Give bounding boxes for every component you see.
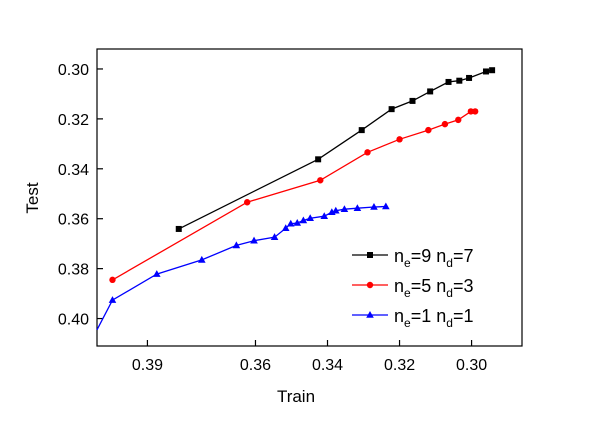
data-point <box>482 68 489 75</box>
series-markers <box>108 67 496 303</box>
data-point <box>286 219 295 227</box>
data-point <box>489 67 496 74</box>
data-point <box>152 270 161 277</box>
x-tick-label: 0.36 <box>240 357 271 374</box>
y-axis-title: Test <box>23 182 42 213</box>
legend-text-part: =7 <box>453 246 474 266</box>
data-point <box>108 296 117 303</box>
legend: ne=9 nd=7ne=5 nd=3ne=1 nd=1 <box>352 246 473 330</box>
data-point <box>427 88 434 95</box>
series-line-2 <box>112 110 476 281</box>
x-tick-label: 0.32 <box>384 357 415 374</box>
axis-ticks: 0.39 0.36 0.34 0.32 0.30 0.30 0.32 0.34 0.36 0.38… <box>58 62 487 374</box>
data-point <box>331 206 340 214</box>
data-point <box>109 276 116 284</box>
data-point <box>358 127 365 134</box>
data-point <box>445 78 452 85</box>
plot-frame <box>96 48 523 347</box>
y-tick-label: 0.32 <box>58 112 89 129</box>
legend-subscript: e <box>404 256 411 270</box>
legend-marker <box>367 252 373 258</box>
legend-subscript: d <box>446 256 453 270</box>
data-point <box>466 74 473 81</box>
data-point <box>175 225 182 232</box>
data-point <box>471 108 479 115</box>
data-point <box>382 202 390 210</box>
x-axis-title: Train <box>277 387 315 406</box>
x-tick-label: 0.39 <box>132 357 163 374</box>
legend-text-part: n <box>394 276 404 296</box>
legend-subscript: d <box>446 316 453 330</box>
data-point <box>441 120 449 128</box>
legend-text-part: =1 n <box>411 306 447 326</box>
data-point <box>317 177 324 184</box>
data-point <box>299 216 308 224</box>
data-point <box>232 241 241 249</box>
data-point <box>425 126 432 134</box>
legend-text-part: =3 <box>453 276 474 296</box>
series-line-1 <box>178 69 493 230</box>
legend-subscript: e <box>404 316 411 330</box>
data-point <box>198 255 206 263</box>
legend-subscript: e <box>404 286 411 300</box>
data-point <box>315 156 322 163</box>
legend-text-part: n <box>394 246 404 266</box>
series-line-3 <box>96 205 386 331</box>
legend-label: ne=5 nd=3 <box>394 276 473 300</box>
legend-text-part: n <box>394 306 404 326</box>
data-point <box>364 149 371 156</box>
data-point <box>353 204 362 212</box>
y-tick-label: 0.36 <box>58 212 89 229</box>
legend-text-part: =1 <box>453 306 474 326</box>
data-point <box>293 218 302 226</box>
data-point <box>281 224 290 231</box>
data-point <box>250 236 258 244</box>
data-point <box>456 77 463 84</box>
data-point <box>409 97 416 104</box>
data-point <box>340 205 349 213</box>
data-point <box>320 212 329 220</box>
legend-text-part: =9 n <box>411 246 447 266</box>
legend-marker <box>366 281 374 289</box>
data-point <box>396 136 403 143</box>
data-point <box>270 233 279 240</box>
data-point <box>306 214 315 222</box>
y-tick-label: 0.38 <box>58 262 89 279</box>
data-point <box>455 116 462 124</box>
y-tick-label: 0.34 <box>58 162 89 179</box>
legend-label: ne=1 nd=1 <box>394 306 473 330</box>
data-point <box>370 202 378 210</box>
data-point <box>388 106 395 113</box>
x-tick-label: 0.34 <box>312 357 343 374</box>
legend-label: ne=9 nd=7 <box>394 246 473 270</box>
legend-marker <box>366 311 374 318</box>
y-tick-label: 0.30 <box>58 62 89 79</box>
legend-subscript: d <box>446 286 453 300</box>
data-point <box>243 199 251 206</box>
x-tick-label: 0.30 <box>456 357 487 374</box>
y-tick-label: 0.40 <box>58 312 89 329</box>
legend-text-part: =5 n <box>411 276 447 296</box>
